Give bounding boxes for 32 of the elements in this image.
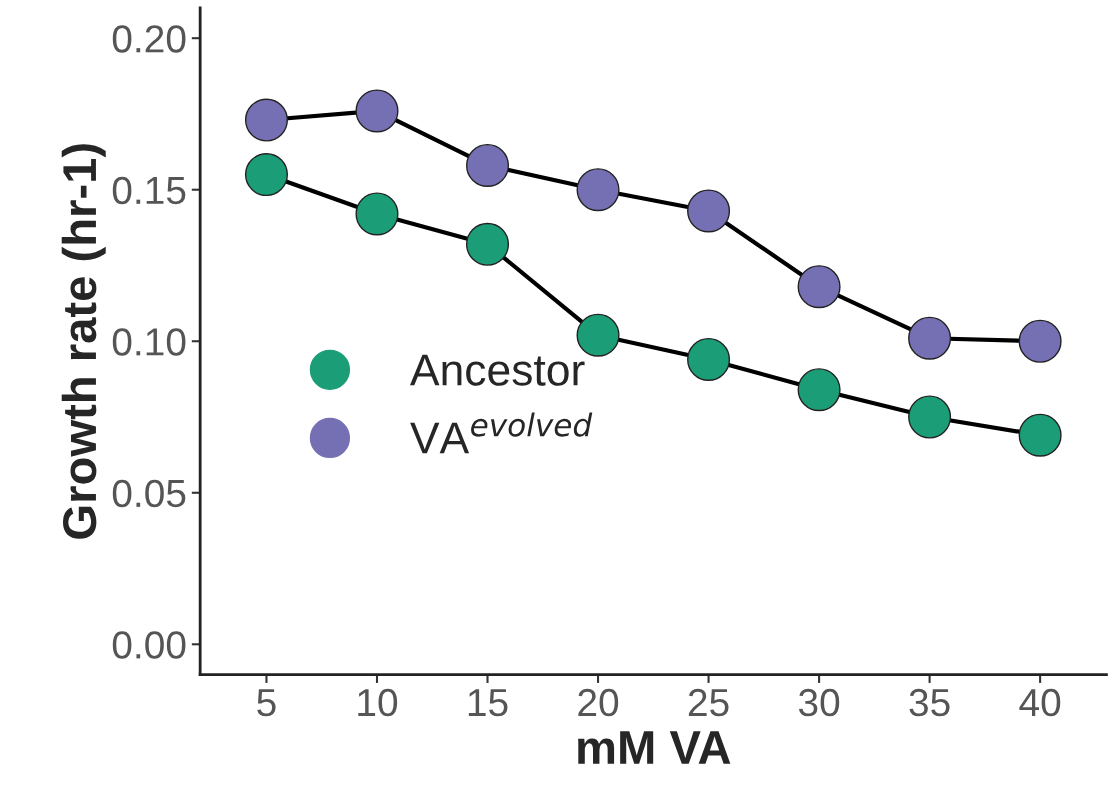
y-tick-label: 0.15 xyxy=(112,176,186,205)
y-tick-label: 0.00 xyxy=(112,631,186,659)
y-tick-label: 0.20 xyxy=(112,25,186,53)
point xyxy=(1018,319,1062,363)
point xyxy=(908,316,952,360)
legend-label: Ancestor xyxy=(410,354,585,386)
x-tick-label: 40 xyxy=(1019,688,1061,717)
legend-label: VA$^{evolved}$ xyxy=(410,412,593,454)
x-tick-label: 20 xyxy=(578,688,619,717)
point xyxy=(244,153,289,197)
x-tick-label: 15 xyxy=(468,689,508,717)
point xyxy=(687,189,731,233)
x-tick-label: 25 xyxy=(688,688,729,717)
point xyxy=(576,168,620,212)
y-tick-label: 0.10 xyxy=(112,328,186,356)
x-tick-label: 30 xyxy=(798,688,840,717)
x-tick-label: 10 xyxy=(358,688,398,717)
point xyxy=(1018,413,1062,457)
x-axis-title: mM VA xyxy=(578,731,731,764)
point xyxy=(465,143,510,188)
point xyxy=(355,192,399,236)
x-tick-label: 35 xyxy=(909,688,950,717)
point xyxy=(244,98,289,142)
point xyxy=(687,337,731,381)
y-tick-label: 0.05 xyxy=(112,479,186,508)
point xyxy=(908,395,952,439)
x-tick-label: 5 xyxy=(257,689,276,717)
point xyxy=(797,368,841,412)
point xyxy=(465,222,510,266)
y-axis-title: Growth rate (hr-1) xyxy=(61,144,106,539)
point xyxy=(797,265,841,309)
point xyxy=(355,89,399,133)
